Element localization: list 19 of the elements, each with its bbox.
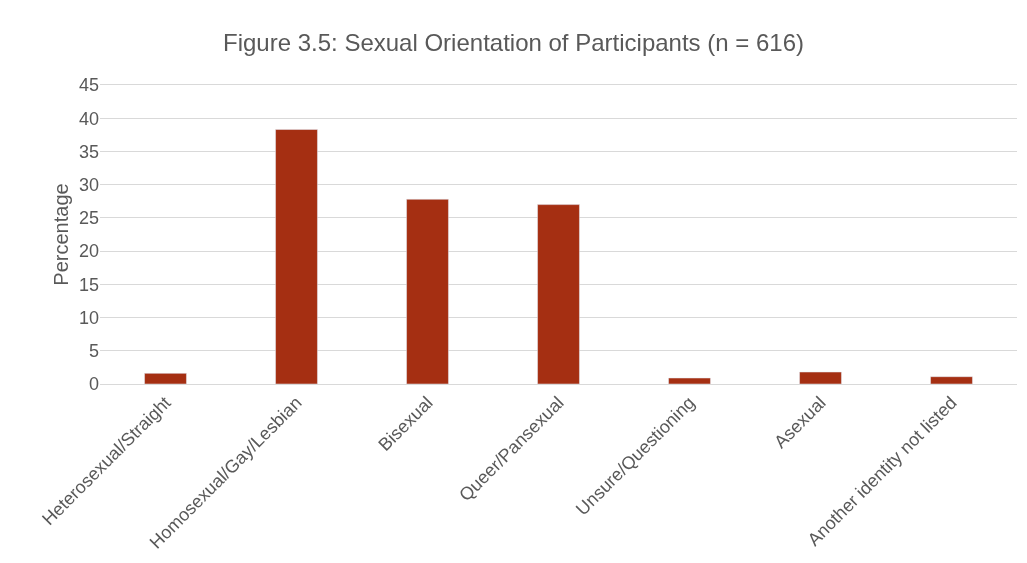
bar (930, 376, 973, 384)
bar (668, 377, 711, 384)
y-axis-title: Percentage (50, 183, 73, 286)
y-tick-label: 30 (78, 174, 99, 195)
bar (406, 199, 449, 384)
y-tick-label: 45 (78, 75, 99, 96)
y-tick-label: 0 (88, 374, 99, 395)
bar (144, 373, 187, 384)
y-tick-label: 15 (78, 274, 99, 295)
y-tick-label: 20 (78, 241, 99, 262)
y-tick-label: 35 (78, 141, 99, 162)
y-tick-label: 40 (78, 108, 99, 129)
y-tick-label: 25 (78, 208, 99, 229)
bar (799, 371, 842, 384)
y-tick-label: 10 (78, 307, 99, 328)
bar (537, 204, 580, 384)
bar (275, 129, 318, 384)
y-tick-label: 5 (88, 341, 99, 362)
chart-title: Figure 3.5: Sexual Orientation of Participants (n = 616) (223, 28, 804, 56)
